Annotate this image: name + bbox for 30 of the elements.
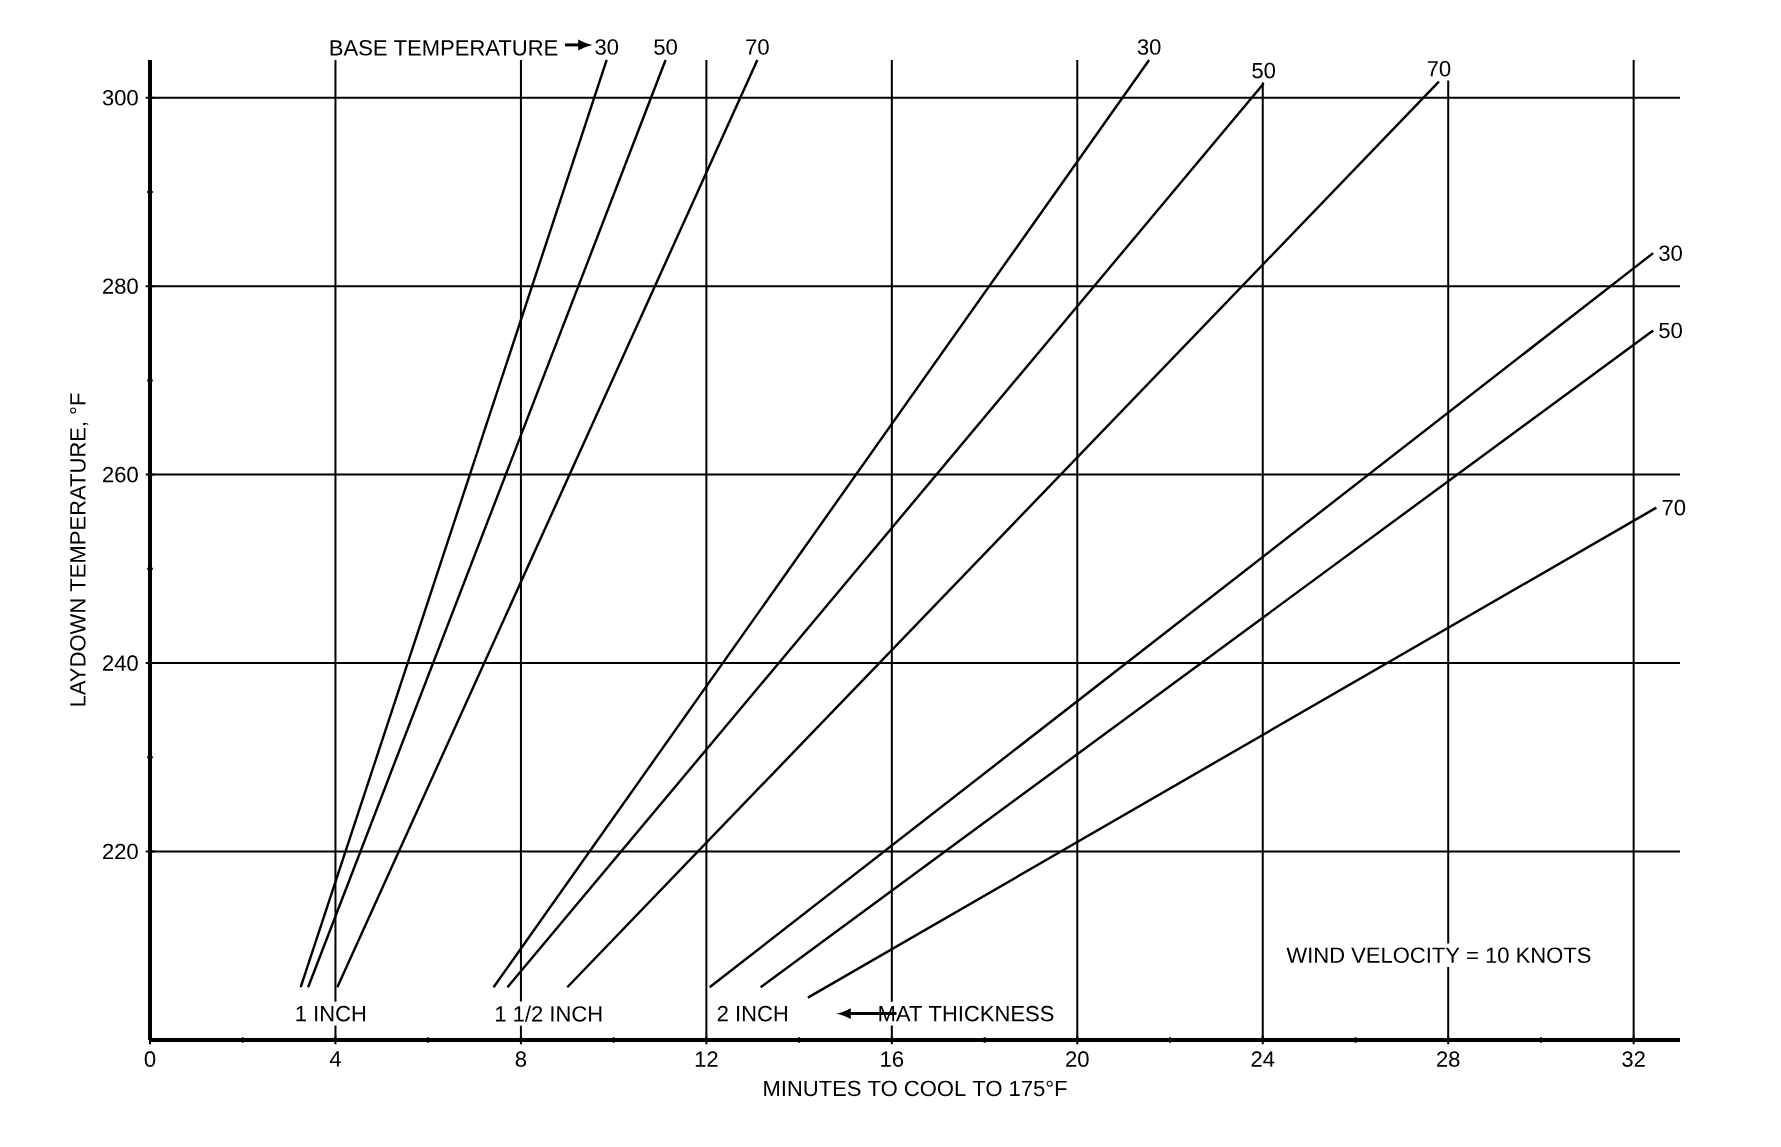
annotation: 1 1/2 INCH [495, 1005, 602, 1022]
x-tick-label: 16 [881, 1051, 904, 1067]
y-tick-label: 300 [102, 89, 138, 106]
x-tick-label: 12 [695, 1051, 718, 1067]
legend-label: 30 [595, 39, 619, 55]
annotation: 1 INCH [296, 1005, 366, 1022]
series-label: 70 [746, 39, 769, 55]
series-label: 30 [1659, 245, 1682, 261]
x-tick-label: 28 [1437, 1051, 1460, 1067]
series-label: 50 [654, 39, 677, 55]
series-label: 70 [1662, 499, 1686, 516]
x-tick-label: 4 [329, 1051, 341, 1067]
x-tick-label: 8 [515, 1051, 527, 1067]
y-tick-label: 220 [103, 843, 138, 860]
y-tick-label: 240 [103, 655, 138, 671]
y-axis-title: LAYDOWN TEMPERATURE, °F [70, 393, 89, 706]
x-tick-label: 20 [1066, 1051, 1089, 1067]
text: BASE TEMPERATURE [330, 40, 558, 56]
y-tick-label: 280 [103, 278, 138, 294]
annotation: WIND VELOCITY = 10 KNOTS [1286, 947, 1591, 963]
y-tick-label: 260 [103, 466, 138, 483]
x-tick-label: 32 [1622, 1051, 1645, 1067]
x-tick-label: 0 [144, 1051, 156, 1067]
series-label: 50 [1659, 322, 1682, 339]
series-label: 30 [1137, 39, 1161, 55]
annotation: 2 INCH [717, 1005, 787, 1022]
x-axis-title: MINUTES TO COOL TO 175°F [764, 1080, 1067, 1097]
series-label: 50 [1252, 62, 1276, 79]
series-label: 70 [1427, 60, 1451, 77]
x-tick-label: 24 [1251, 1051, 1275, 1067]
